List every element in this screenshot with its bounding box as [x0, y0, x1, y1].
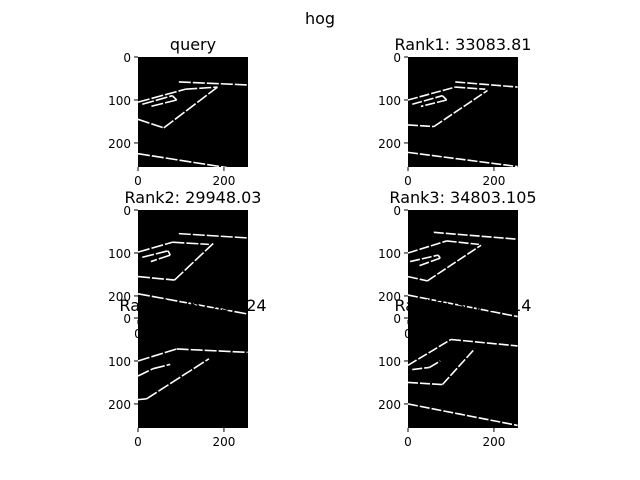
edge-line	[441, 348, 476, 386]
image-area	[408, 318, 518, 428]
y-tick-label: 200	[378, 137, 401, 151]
x-tick-label: 200	[482, 435, 505, 449]
edge-line	[407, 86, 456, 101]
edge-line	[137, 293, 248, 315]
edge-line	[142, 250, 169, 259]
edge-line	[407, 275, 428, 282]
y-tick-label: 200	[108, 137, 131, 151]
edge-line	[433, 89, 488, 128]
y-tick-label: 0	[393, 51, 401, 65]
y-tick-label: 0	[393, 312, 401, 326]
edge-line	[171, 95, 178, 101]
edge-line	[137, 397, 147, 401]
edge-line	[407, 240, 447, 254]
y-tick-label: 200	[108, 290, 131, 304]
edge-line	[150, 99, 177, 108]
panel-1: 0 100 200 0 200 query	[108, 35, 248, 188]
y-tick-label: 200	[108, 398, 131, 412]
edge-line	[178, 232, 248, 239]
image-area	[408, 57, 518, 167]
edge-line	[407, 381, 443, 386]
edge-line	[450, 338, 518, 347]
edge-line	[137, 241, 173, 253]
edge-line	[146, 358, 210, 400]
y-tick-label: 0	[123, 312, 131, 326]
y-tick-label: 100	[378, 355, 401, 369]
image-area	[408, 210, 518, 320]
edge-line	[455, 81, 518, 88]
edge-line	[137, 367, 154, 377]
edge-line	[176, 348, 248, 354]
edge-line	[418, 257, 441, 267]
y-tick-label: 100	[378, 94, 401, 108]
x-tick-label: 0	[134, 435, 142, 449]
edge-line	[137, 118, 165, 129]
x-tick-label: 0	[404, 435, 412, 449]
panel-5: 0 100 200 0 200 Rank4: 36225.324	[108, 296, 266, 449]
panels-container: 0 100 200 0 200 query 0 100 200 0 200 Rank1: 33083.…	[108, 35, 536, 449]
x-tick-label: 0	[404, 174, 412, 188]
y-tick-label: 100	[108, 355, 131, 369]
panel-2: 0 100 200 0 200 Rank1: 33083.81	[378, 35, 531, 188]
panel-title: Rank4: 36225.324	[119, 296, 266, 315]
edge-line	[152, 363, 171, 370]
x-tick-label: 0	[134, 174, 142, 188]
edge-line	[137, 88, 186, 103]
panel-4: 01002000200Rank3: 34803.105	[378, 188, 536, 341]
edge-line	[455, 86, 486, 91]
x-tick-label: 200	[482, 174, 505, 188]
y-tick-label: 0	[393, 204, 401, 218]
y-tick-label: 100	[378, 247, 401, 261]
panel-title: Rank3: 34803.105	[389, 188, 536, 207]
figure-suptitle: hog	[305, 9, 335, 28]
edge-line	[163, 86, 218, 129]
edge-line	[446, 240, 479, 246]
edge-line	[137, 348, 177, 362]
image-area	[138, 318, 248, 428]
x-tick-label: 200	[212, 435, 235, 449]
edge-line	[173, 242, 214, 281]
panel-title: query	[170, 35, 216, 54]
panel-6: 0 100 200 0 200 Rank5: 35702.14	[378, 296, 531, 449]
panel-title: Rank5: 35702.14	[395, 296, 532, 315]
y-tick-label: 0	[123, 204, 131, 218]
edge-line	[407, 294, 518, 318]
image-area	[138, 210, 248, 320]
panel-title: Rank1: 33083.81	[395, 35, 532, 54]
edge-line	[441, 95, 448, 101]
edge-line	[429, 360, 441, 369]
edge-line	[150, 254, 171, 263]
panel-title: Rank2: 29948.03	[125, 188, 262, 207]
x-tick-label: 200	[212, 174, 235, 188]
edge-line	[420, 99, 447, 108]
edge-line	[412, 94, 443, 106]
edge-line	[433, 231, 518, 241]
edge-line	[426, 244, 482, 282]
edge-line	[412, 366, 430, 371]
y-tick-label: 0	[123, 51, 131, 65]
edge-line	[407, 403, 518, 427]
y-tick-label: 200	[378, 290, 401, 304]
edge-line	[172, 241, 209, 246]
y-tick-label: 100	[108, 247, 131, 261]
image-area	[138, 57, 248, 167]
edge-line	[185, 86, 218, 91]
edge-line	[178, 81, 248, 86]
edge-line	[407, 124, 434, 128]
y-tick-label: 200	[378, 398, 401, 412]
edge-line	[407, 338, 452, 366]
edge-line	[142, 94, 173, 106]
edge-line	[137, 275, 175, 281]
y-tick-label: 100	[108, 94, 131, 108]
edge-line	[409, 254, 439, 263]
edge-line	[137, 152, 248, 172]
edge-line	[407, 151, 518, 168]
